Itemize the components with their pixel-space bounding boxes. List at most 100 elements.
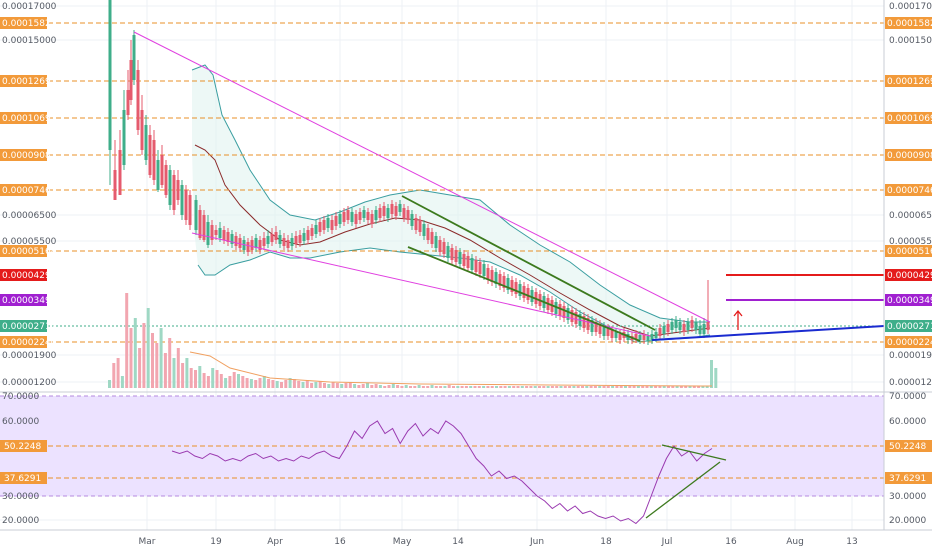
rsi-triangle-top [661, 444, 727, 461]
volume-bar [546, 386, 550, 388]
candle [598, 320, 602, 338]
candle [238, 234, 242, 252]
volume-bar [452, 386, 455, 388]
volume-bar [550, 386, 554, 388]
candle [290, 233, 294, 250]
candle [438, 236, 442, 256]
price-tick: 0.00001900 [2, 351, 57, 361]
rsi-badge: 37.6291 [885, 472, 932, 484]
candle [338, 210, 342, 228]
price-badge-right: 0.00005168 [885, 245, 932, 257]
candle [202, 210, 206, 242]
rsi-tick: 30.0000 [2, 492, 39, 502]
volume-bar [714, 368, 718, 388]
volume-bar [710, 360, 713, 388]
volume-bar [697, 386, 701, 388]
candle [140, 95, 144, 155]
volume-bar [172, 358, 176, 388]
candle [136, 60, 140, 135]
volume-bar [215, 370, 219, 388]
volume-bar [125, 293, 129, 388]
volume-bar [361, 384, 365, 388]
price-badge-left: 0.00012695 [0, 75, 56, 87]
price-badge-left: 0.00004293 [0, 269, 56, 281]
candle [694, 318, 698, 334]
volume-bar [155, 343, 159, 388]
volume-bar [348, 382, 352, 388]
volume-bar [585, 386, 589, 388]
candle [498, 270, 502, 290]
candle [132, 30, 136, 85]
price-tick: 0.00001200 [889, 378, 932, 388]
price-badge-left: 0.00002717 [0, 320, 56, 332]
candle [342, 208, 346, 226]
left-price-axis: 0.00017000 0.00015000 0.00006500 0.00005… [2, 2, 57, 388]
svg-text:37.6291: 37.6291 [889, 474, 926, 484]
volume-bar [108, 380, 111, 388]
candle [366, 208, 370, 224]
candle [254, 234, 258, 252]
candle [184, 185, 188, 225]
rsi-badge: 50.2248 [0, 440, 47, 452]
volume-bar [439, 386, 443, 388]
rsi-tick: 20.0000 [889, 516, 926, 526]
volume-bar [443, 386, 447, 388]
candle [638, 331, 642, 344]
price-badge-right: 0.00002240 [885, 336, 932, 348]
volume-bar [292, 379, 296, 388]
volume-bar [228, 376, 232, 388]
volume-bar [417, 385, 421, 388]
volume-bar [340, 384, 344, 388]
svg-text:50.2248: 50.2248 [889, 442, 926, 452]
volume-bar [705, 386, 709, 388]
volume-bar [624, 386, 627, 388]
candle [152, 130, 156, 185]
rsi-line [171, 420, 713, 525]
volume-bar [563, 386, 567, 388]
candle [314, 220, 318, 238]
volume-bar [301, 382, 305, 388]
price-badge-left: 0.00005168 [0, 245, 57, 257]
time-tick: Aug [786, 537, 804, 547]
candle [206, 215, 210, 248]
volume-bar [391, 384, 395, 388]
right-price-axis: 0.00017000 0.00015000 0.00006500 0.00005… [889, 2, 932, 388]
candle [362, 206, 366, 222]
candle [234, 232, 238, 250]
candle [374, 206, 378, 224]
svg-text:0.00010697: 0.00010697 [887, 114, 932, 124]
candle [274, 226, 278, 244]
volume-bar [542, 386, 546, 388]
left-rsi-axis: 70.0000 60.0000 30.0000 20.0000 [2, 392, 39, 526]
moving-average [194, 144, 711, 337]
volume-bar [636, 386, 640, 388]
volume-bar [684, 386, 688, 388]
green-channel-upper [401, 195, 656, 331]
volume-bar [688, 386, 692, 388]
volume-bar [654, 386, 658, 388]
price-tick: 0.00005500 [889, 237, 932, 247]
price-badge-right: 0.00010697 [885, 112, 932, 124]
volume-bar [344, 383, 348, 388]
candle [518, 280, 522, 300]
time-tick: Mar [139, 537, 156, 547]
volume-bar [555, 386, 559, 388]
candle [214, 225, 218, 240]
candle [582, 312, 586, 332]
support-lines [0, 22, 884, 343]
candle [266, 230, 270, 248]
volume-bar [357, 385, 361, 388]
volume-bar [701, 386, 705, 388]
volume-bar [538, 386, 541, 388]
candle [160, 145, 164, 188]
candle [390, 200, 394, 218]
volume-bar [232, 372, 236, 388]
candle [462, 250, 466, 270]
price-badge-right: 0.00012695 [885, 75, 932, 87]
candle [262, 232, 266, 250]
volume-bar [370, 385, 374, 388]
candle [674, 316, 678, 332]
price-badge-right: 0.00007467 [885, 184, 932, 196]
volume-bar [490, 386, 494, 388]
candle [129, 40, 133, 105]
